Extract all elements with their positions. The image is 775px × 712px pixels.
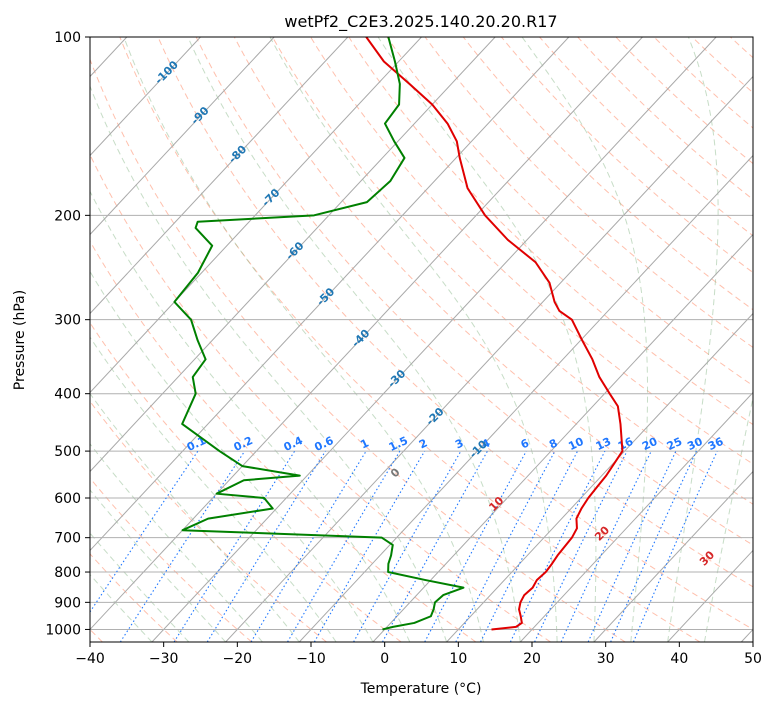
y-tick-label: 400 bbox=[54, 387, 81, 403]
x-tick-label: 30 bbox=[597, 651, 615, 667]
x-axis-label: Temperature (°C) bbox=[360, 681, 482, 697]
y-tick-label: 200 bbox=[54, 208, 81, 224]
x-tick-label: −40 bbox=[75, 651, 105, 667]
y-axis-label: Pressure (hPa) bbox=[12, 290, 28, 390]
y-tick-label: 500 bbox=[54, 444, 81, 460]
y-tick-label: 600 bbox=[54, 491, 81, 507]
x-tick-label: 10 bbox=[449, 651, 467, 667]
x-tick-label: −30 bbox=[149, 651, 179, 667]
x-tick-label: 0 bbox=[380, 651, 389, 667]
x-tick-label: −10 bbox=[296, 651, 326, 667]
y-tick-label: 100 bbox=[54, 30, 81, 46]
y-tick-label: 300 bbox=[54, 313, 81, 329]
x-tick-label: −20 bbox=[223, 651, 253, 667]
x-tick-label: 50 bbox=[744, 651, 762, 667]
x-tick-label: 20 bbox=[523, 651, 541, 667]
x-tick-label: 40 bbox=[670, 651, 688, 667]
chart-title: wetPf2_C2E3.2025.140.20.20.R17 bbox=[284, 12, 557, 32]
y-tick-label: 800 bbox=[54, 565, 81, 581]
y-tick-label: 1000 bbox=[45, 622, 81, 638]
y-tick-label: 900 bbox=[54, 595, 81, 611]
y-tick-label: 700 bbox=[54, 531, 81, 547]
